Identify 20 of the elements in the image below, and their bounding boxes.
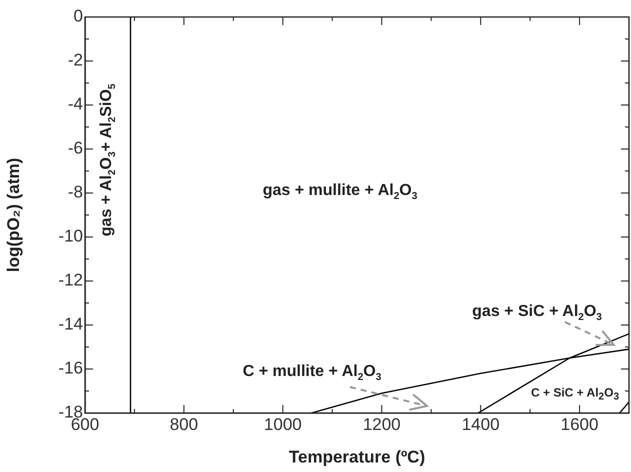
x-tick-label: 1400	[462, 414, 500, 434]
y-tick-label: -8	[68, 182, 83, 202]
x-axis-title: Temperature (ºC)	[288, 447, 426, 466]
y-axis-title: log(pO₂) (atm)	[4, 158, 23, 272]
annotation: gas + mullite + Al$_{2}$O$_{3}$	[262, 182, 418, 202]
y-tick-label: 0	[74, 6, 83, 26]
annotation: C + SiC + Al$_{2}$O$_{3}$	[530, 385, 620, 403]
y-tick-label: -12	[58, 270, 83, 290]
y-tick-label: -6	[68, 138, 83, 158]
annotation: C + mullite + Al$_{2}$O$_{3}$	[242, 362, 382, 384]
y-tick-label: -10	[58, 226, 83, 246]
x-tick-label: 1000	[264, 414, 302, 434]
y-tick-label: -2	[68, 50, 83, 70]
y-tick-label: -16	[58, 358, 83, 378]
y-tick-label: -4	[68, 94, 83, 114]
y-tick-label: -14	[58, 314, 83, 334]
annotation: gas + SiC + Al$_{2}$O$_{3}$	[472, 302, 602, 324]
x-tick-label: 1600	[560, 414, 598, 434]
x-tick-label: 1200	[362, 414, 401, 434]
x-tick-label: 800	[170, 414, 198, 434]
